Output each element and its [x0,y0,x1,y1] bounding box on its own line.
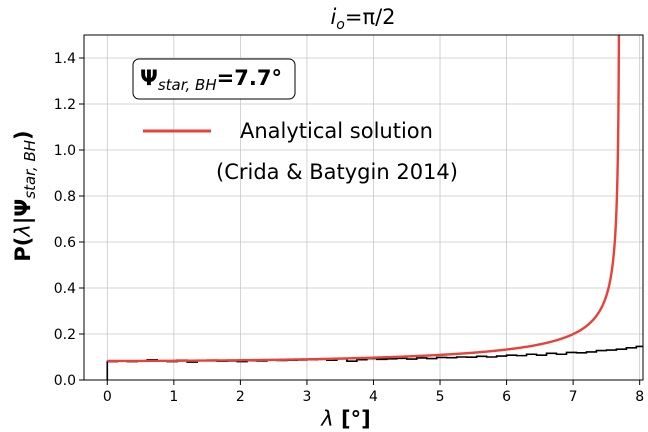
y-label-symbol: λ [11,224,35,237]
y-label-suffix: ) [11,130,35,140]
legend-label: Analytical solution [240,119,433,143]
x-tick-label: 7 [569,389,578,405]
annotation-box [132,58,296,100]
annotation-subscript: star, BH [158,76,217,94]
x-axis-unit: [°] [334,407,371,431]
y-tick-label: 1.2 [54,97,76,113]
y-label-prefix: P( [11,237,35,262]
title-suffix: =π/2 [345,5,396,29]
x-tick-label: 4 [369,389,378,405]
x-tick-label: 1 [169,389,178,405]
x-tick-label: 5 [436,389,445,405]
y-tick-label: 1.0 [54,143,76,159]
y-tick-label: 0.6 [54,235,76,251]
analytic-solution-line [107,35,621,363]
y-tick-label: 0.0 [54,373,76,389]
x-axis-ticks: 0 1 2 3 4 5 6 7 8 [103,380,644,405]
chart-title: io=π/2 [330,5,395,33]
y-axis-ticks: 0.0 0.2 0.4 0.6 0.8 1.0 1.2 1.4 [54,51,84,389]
y-tick-label: 0.4 [54,281,76,297]
y-tick-label: 0.8 [54,189,76,205]
plot-frame [83,34,644,381]
x-axis-symbol: λ [320,407,333,431]
x-tick-label: 6 [502,389,511,405]
title-subscript: o [336,17,345,33]
x-axis-label: λ [°] [320,407,370,431]
y-label-psi: Ψ [11,199,35,217]
x-tick-label: 2 [236,389,245,405]
y-tick-label: 1.4 [54,51,76,67]
annotation-text: Ψstar, BH=7.7° [140,66,282,94]
x-tick-label: 0 [103,389,112,405]
x-tick-label: 3 [302,389,311,405]
annotation-value: =7.7° [217,66,282,90]
annotation-psi: Ψ [140,66,158,90]
y-tick-label: 0.2 [54,327,76,343]
title-prefix: i [330,5,336,29]
x-tick-label: 8 [635,389,644,405]
y-axis-label: P(λ|Ψstar, BH) [11,130,39,261]
y-label-subscript: star, BH [21,140,39,199]
legend-sublabel: (Crida & Batygin 2014) [216,160,458,184]
y-label-bar: | [11,217,36,225]
